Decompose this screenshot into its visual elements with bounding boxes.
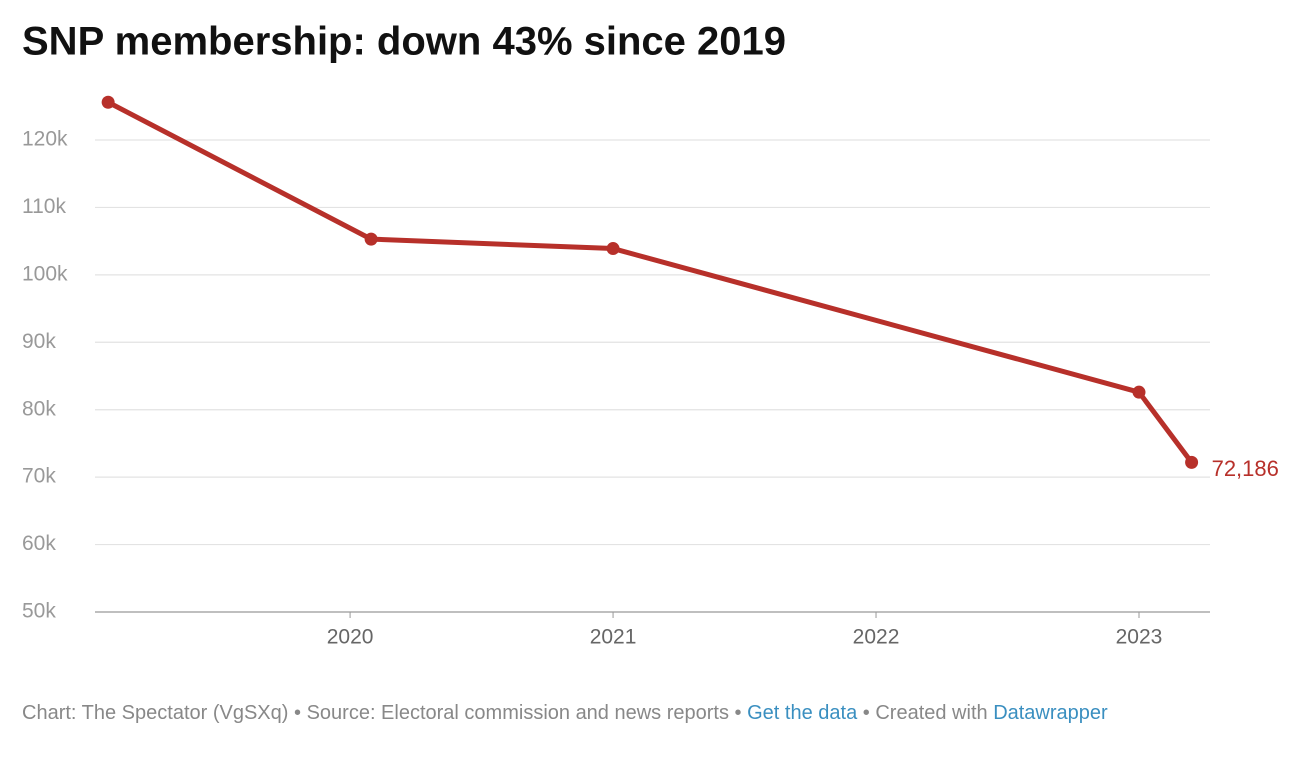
footer: Chart: The Spectator (VgSXq) • Source: E… bbox=[22, 702, 1108, 725]
separator: • bbox=[862, 702, 870, 724]
point bbox=[1185, 455, 1199, 469]
separator: • bbox=[294, 702, 302, 724]
x-tick-label: 2020 bbox=[327, 626, 374, 649]
x-tick-label: 2021 bbox=[590, 626, 637, 649]
y-tick-label: 110k bbox=[22, 195, 66, 218]
point bbox=[364, 232, 378, 246]
chart: SNP membership: down 43% since 2019 50k 6… bbox=[22, 20, 1279, 649]
y-tick-label: 120k bbox=[22, 128, 68, 151]
value-label: 72,186 bbox=[1212, 456, 1279, 481]
y-tick-label: 90k bbox=[22, 330, 56, 353]
line bbox=[106, 100, 1194, 464]
chart-title: SNP membership: down 43% since 2019 bbox=[22, 20, 786, 64]
point bbox=[1132, 385, 1146, 399]
x-tick-label: 2022 bbox=[853, 626, 900, 649]
y-tick-label: 50k bbox=[22, 600, 56, 623]
y-tick-label: 60k bbox=[22, 532, 56, 555]
data-link[interactable]: Get the data bbox=[747, 702, 858, 724]
point bbox=[606, 242, 620, 256]
y-tick-label: 70k bbox=[22, 465, 56, 488]
y-tick-label: 80k bbox=[22, 397, 56, 420]
point bbox=[101, 95, 115, 109]
credit: Chart: The Spectator (VgSXq) bbox=[22, 702, 289, 724]
source: Source: Electoral commission and news re… bbox=[306, 702, 729, 724]
y-tick-label: 100k bbox=[22, 262, 68, 285]
made-with: Created with bbox=[875, 702, 988, 724]
separator: • bbox=[734, 702, 742, 724]
tool-link[interactable]: Datawrapper bbox=[993, 702, 1108, 724]
x-tick-label: 2023 bbox=[1116, 626, 1163, 649]
